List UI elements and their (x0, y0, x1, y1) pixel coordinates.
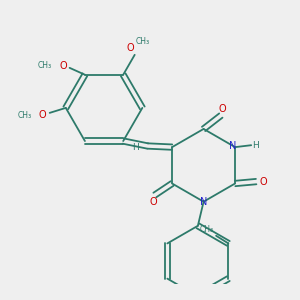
Text: O: O (259, 177, 267, 187)
Text: CH₃: CH₃ (136, 37, 150, 46)
Text: O: O (39, 110, 46, 120)
Text: N: N (200, 197, 207, 207)
Text: CH₃: CH₃ (17, 111, 32, 120)
Text: O: O (59, 61, 67, 71)
Text: H: H (252, 141, 259, 150)
Text: N: N (230, 141, 237, 152)
Text: H: H (132, 143, 139, 152)
Text: O: O (126, 43, 134, 53)
Text: CH₃: CH₃ (200, 225, 214, 234)
Text: O: O (149, 197, 157, 207)
Text: CH₃: CH₃ (38, 61, 52, 70)
Text: O: O (219, 104, 226, 114)
